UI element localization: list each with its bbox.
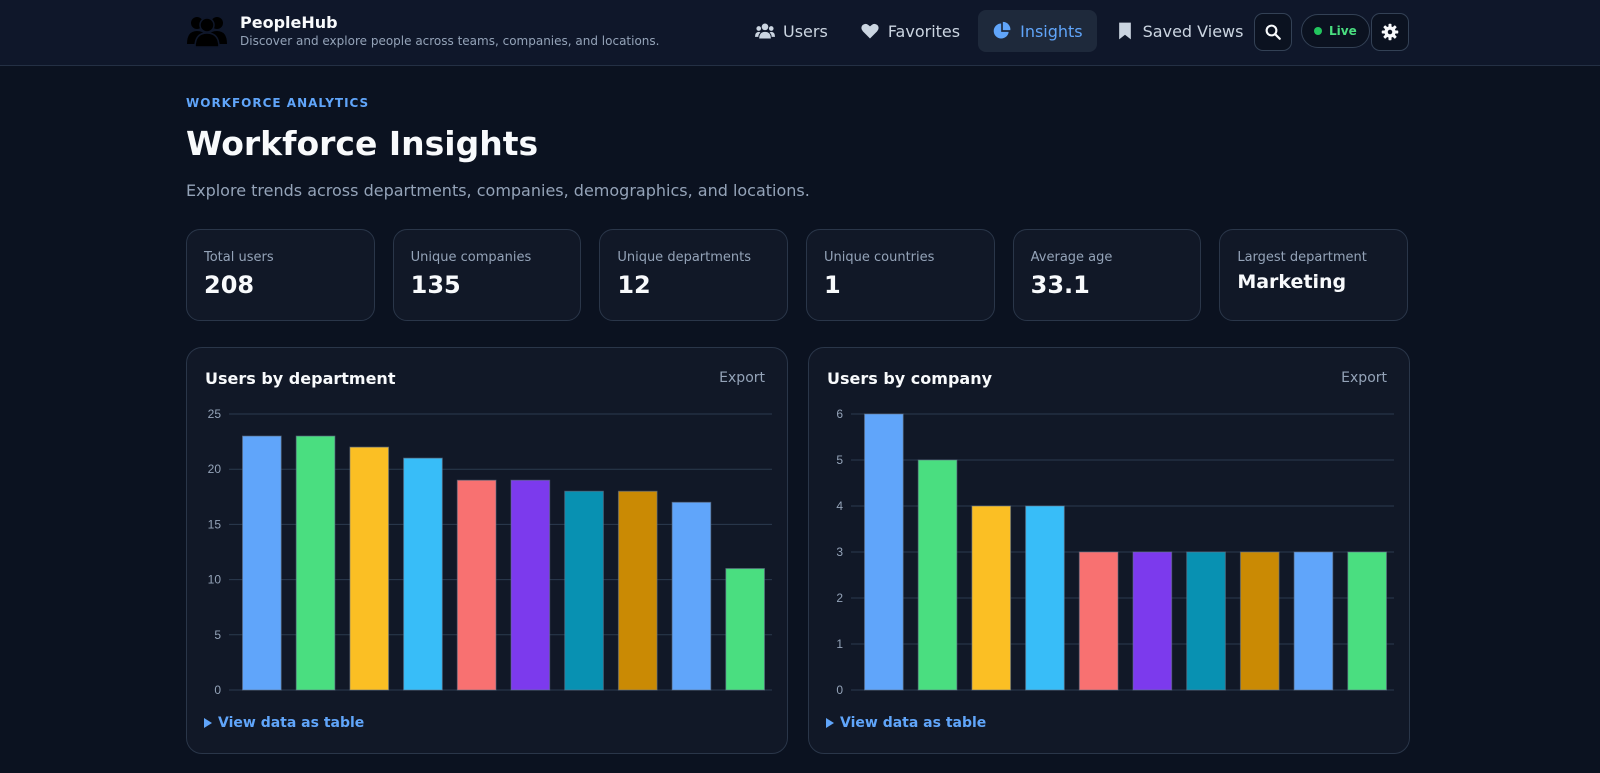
settings-button[interactable] [1371, 13, 1409, 51]
y-tick-label: 5 [214, 628, 221, 642]
nav-insights-label: Insights [1020, 21, 1083, 41]
stat-label: Unique departments [617, 250, 751, 265]
bar [403, 457, 443, 691]
y-tick-label: 3 [836, 545, 843, 559]
y-tick-label: 4 [836, 499, 843, 513]
bar [242, 435, 282, 691]
y-tick-label: 0 [836, 683, 843, 697]
app-name: PeopleHub [240, 13, 338, 32]
disclosure-triangle-icon [826, 718, 834, 728]
stat-card-unique-companies: Unique companies 135 [392, 229, 582, 321]
bar [917, 459, 958, 691]
stat-label: Unique companies [410, 250, 532, 265]
stat-card-unique-departments: Unique departments 12 [599, 229, 788, 321]
bookmark-icon [1118, 22, 1131, 40]
disclosure-triangle-icon [204, 718, 212, 728]
brand[interactable]: PeopleHub Discover and explore people ac… [186, 13, 659, 49]
search-icon [1265, 24, 1281, 40]
live-label: Live [1329, 24, 1357, 38]
nav-favorites-label: Favorites [887, 21, 961, 41]
bar [671, 501, 712, 691]
stat-value: 12 [617, 271, 651, 299]
bar [295, 435, 336, 691]
live-dot-icon [1314, 27, 1322, 35]
nav-users[interactable]: Users [741, 10, 842, 52]
stat-card-total-users: Total users 208 [186, 229, 375, 321]
y-tick-label: 10 [208, 573, 222, 587]
stat-value: 135 [410, 271, 461, 299]
nav-saved-views[interactable]: Saved Views [1101, 10, 1258, 52]
stat-value: 208 [204, 271, 255, 299]
y-tick-label: 15 [208, 517, 222, 531]
live-status-badge: Live [1301, 14, 1370, 48]
page-subtitle: Explore trends across departments, compa… [186, 181, 810, 200]
bar [564, 490, 604, 691]
y-tick-label: 6 [836, 407, 843, 421]
bar [349, 446, 390, 691]
page-title: Workforce Insights [186, 124, 539, 163]
bar [864, 413, 904, 691]
main-nav: Users Favorites Insights Saved Views [741, 10, 1257, 52]
stat-label: Total users [204, 250, 274, 265]
bar [1186, 551, 1226, 691]
stat-card-largest-department: Largest department Marketing [1219, 229, 1408, 321]
bar [617, 490, 658, 691]
chart-card-department: 0 5 10 15 20 25 Users by department Export Vi… [186, 347, 788, 754]
people-logo-icon [187, 17, 227, 48]
y-tick-label: 5 [836, 453, 843, 467]
stat-value: 1 [824, 271, 841, 299]
bar [725, 568, 765, 691]
bar [1025, 505, 1065, 691]
stat-value: Marketing [1237, 271, 1347, 293]
department-bar-chart: 0 5 10 15 20 25 [208, 407, 772, 697]
stat-label: Unique countries [824, 250, 935, 265]
gear-icon [1381, 23, 1399, 41]
bar [510, 479, 551, 691]
view-table-toggle[interactable]: View data as table [826, 715, 986, 731]
y-tick-label: 1 [836, 637, 843, 651]
bar [456, 479, 497, 691]
stats-grid: Total users 208 Unique companies 135 Uni… [186, 229, 1408, 321]
nav-saved-views-label: Saved Views [1142, 21, 1244, 41]
chart-title: Users by department [205, 369, 396, 388]
view-table-label: View data as table [218, 715, 365, 731]
search-button[interactable] [1254, 13, 1292, 51]
stat-label: Average age [1030, 250, 1113, 265]
bar [1132, 551, 1173, 691]
stat-label: Largest department [1237, 250, 1367, 265]
stat-card-unique-countries: Unique countries 1 [806, 229, 995, 321]
chart-title: Users by company [827, 369, 993, 388]
bar [1293, 551, 1334, 691]
pie-chart-icon [993, 21, 1011, 39]
bar [1239, 551, 1280, 691]
company-bar-chart: 0 1 2 3 4 5 6 [836, 407, 1394, 697]
bar [971, 505, 1012, 691]
app-tagline: Discover and explore people across teams… [240, 34, 660, 48]
users-icon [755, 23, 775, 39]
bar [1078, 551, 1119, 691]
chart-card-company: 0 1 2 3 4 5 6 Users by company Export View dat… [808, 347, 1410, 754]
stat-card-average-age: Average age 33.1 [1012, 229, 1202, 321]
nav-favorites[interactable]: Favorites [846, 10, 974, 52]
heart-icon [861, 23, 879, 39]
y-tick-label: 25 [208, 407, 222, 421]
y-tick-label: 0 [214, 683, 221, 697]
bar [1347, 551, 1387, 691]
top-bar: PeopleHub Discover and explore people ac… [0, 0, 1600, 66]
nav-insights[interactable]: Insights [978, 10, 1097, 52]
view-table-toggle[interactable]: View data as table [204, 715, 364, 731]
y-tick-label: 20 [208, 462, 222, 476]
export-button[interactable]: Export [719, 370, 765, 386]
view-table-label: View data as table [840, 715, 987, 731]
y-tick-label: 2 [836, 591, 843, 605]
export-button[interactable]: Export [1341, 370, 1387, 386]
stat-value: 33.1 [1030, 271, 1090, 299]
page-eyebrow: WORKFORCE ANALYTICS [186, 96, 370, 110]
nav-users-label: Users [783, 21, 828, 41]
